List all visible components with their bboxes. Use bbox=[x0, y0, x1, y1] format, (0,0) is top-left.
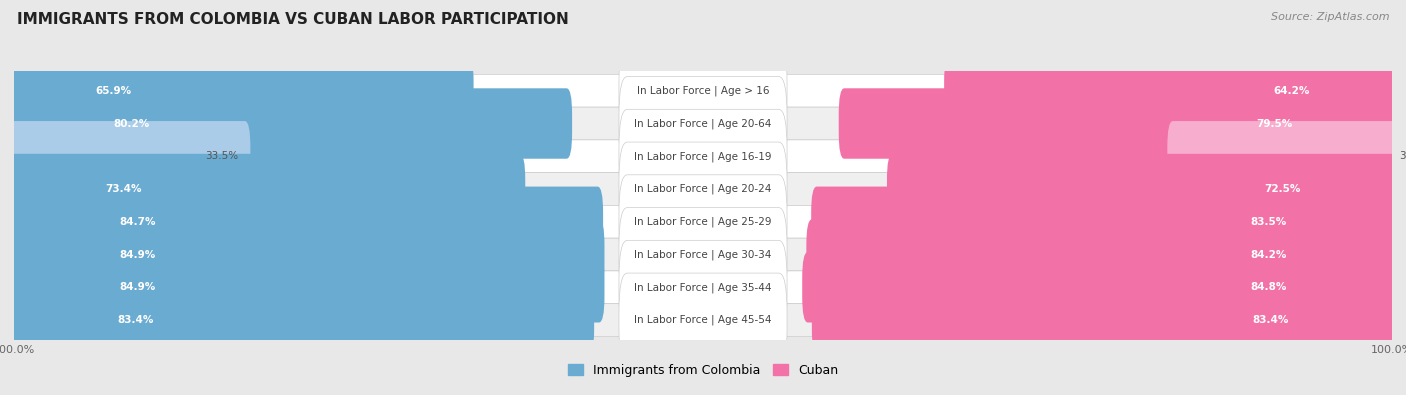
FancyBboxPatch shape bbox=[807, 219, 1398, 290]
Text: 84.9%: 84.9% bbox=[120, 250, 156, 260]
Text: In Labor Force | Age 25-29: In Labor Force | Age 25-29 bbox=[634, 216, 772, 227]
FancyBboxPatch shape bbox=[839, 88, 1398, 159]
FancyBboxPatch shape bbox=[619, 44, 787, 138]
Legend: Immigrants from Colombia, Cuban: Immigrants from Colombia, Cuban bbox=[562, 359, 844, 382]
Text: 83.4%: 83.4% bbox=[118, 315, 153, 325]
Text: 33.5%: 33.5% bbox=[205, 151, 238, 161]
FancyBboxPatch shape bbox=[8, 154, 526, 224]
FancyBboxPatch shape bbox=[8, 186, 603, 257]
FancyBboxPatch shape bbox=[887, 154, 1398, 224]
Text: 73.4%: 73.4% bbox=[105, 184, 142, 194]
FancyBboxPatch shape bbox=[14, 140, 1392, 173]
FancyBboxPatch shape bbox=[811, 186, 1398, 257]
FancyBboxPatch shape bbox=[14, 304, 1392, 337]
Text: In Labor Force | Age 20-64: In Labor Force | Age 20-64 bbox=[634, 118, 772, 129]
FancyBboxPatch shape bbox=[945, 56, 1398, 126]
Text: In Labor Force | Age 45-54: In Labor Force | Age 45-54 bbox=[634, 315, 772, 325]
FancyBboxPatch shape bbox=[811, 285, 1398, 355]
FancyBboxPatch shape bbox=[619, 207, 787, 301]
Text: In Labor Force | Age 20-24: In Labor Force | Age 20-24 bbox=[634, 184, 772, 194]
Text: In Labor Force | Age 16-19: In Labor Force | Age 16-19 bbox=[634, 151, 772, 162]
Text: 84.8%: 84.8% bbox=[1250, 282, 1286, 292]
Text: In Labor Force | Age > 16: In Labor Force | Age > 16 bbox=[637, 85, 769, 96]
FancyBboxPatch shape bbox=[14, 74, 1392, 107]
Text: 64.2%: 64.2% bbox=[1274, 86, 1310, 96]
FancyBboxPatch shape bbox=[619, 77, 787, 171]
Text: In Labor Force | Age 35-44: In Labor Force | Age 35-44 bbox=[634, 282, 772, 293]
FancyBboxPatch shape bbox=[14, 173, 1392, 205]
FancyBboxPatch shape bbox=[14, 205, 1392, 238]
FancyBboxPatch shape bbox=[14, 107, 1392, 140]
FancyBboxPatch shape bbox=[14, 271, 1392, 304]
Text: 84.9%: 84.9% bbox=[120, 282, 156, 292]
FancyBboxPatch shape bbox=[14, 238, 1392, 271]
FancyBboxPatch shape bbox=[619, 273, 787, 367]
Text: 84.2%: 84.2% bbox=[1250, 250, 1286, 260]
Text: 65.9%: 65.9% bbox=[96, 86, 132, 96]
FancyBboxPatch shape bbox=[619, 240, 787, 334]
FancyBboxPatch shape bbox=[8, 88, 572, 159]
FancyBboxPatch shape bbox=[8, 121, 250, 192]
FancyBboxPatch shape bbox=[619, 142, 787, 236]
Text: 80.2%: 80.2% bbox=[114, 118, 150, 128]
Text: 83.5%: 83.5% bbox=[1251, 217, 1286, 227]
Text: 84.7%: 84.7% bbox=[120, 217, 156, 227]
FancyBboxPatch shape bbox=[8, 285, 595, 355]
Text: In Labor Force | Age 30-34: In Labor Force | Age 30-34 bbox=[634, 249, 772, 260]
Text: 72.5%: 72.5% bbox=[1264, 184, 1301, 194]
Text: 83.4%: 83.4% bbox=[1253, 315, 1288, 325]
FancyBboxPatch shape bbox=[619, 175, 787, 269]
Text: 79.5%: 79.5% bbox=[1256, 118, 1292, 128]
FancyBboxPatch shape bbox=[619, 109, 787, 203]
Text: Source: ZipAtlas.com: Source: ZipAtlas.com bbox=[1271, 12, 1389, 22]
FancyBboxPatch shape bbox=[8, 56, 474, 126]
Text: 31.8%: 31.8% bbox=[1399, 151, 1406, 161]
FancyBboxPatch shape bbox=[8, 219, 605, 290]
FancyBboxPatch shape bbox=[8, 252, 605, 322]
FancyBboxPatch shape bbox=[1167, 121, 1398, 192]
FancyBboxPatch shape bbox=[803, 252, 1398, 322]
Text: IMMIGRANTS FROM COLOMBIA VS CUBAN LABOR PARTICIPATION: IMMIGRANTS FROM COLOMBIA VS CUBAN LABOR … bbox=[17, 12, 568, 27]
